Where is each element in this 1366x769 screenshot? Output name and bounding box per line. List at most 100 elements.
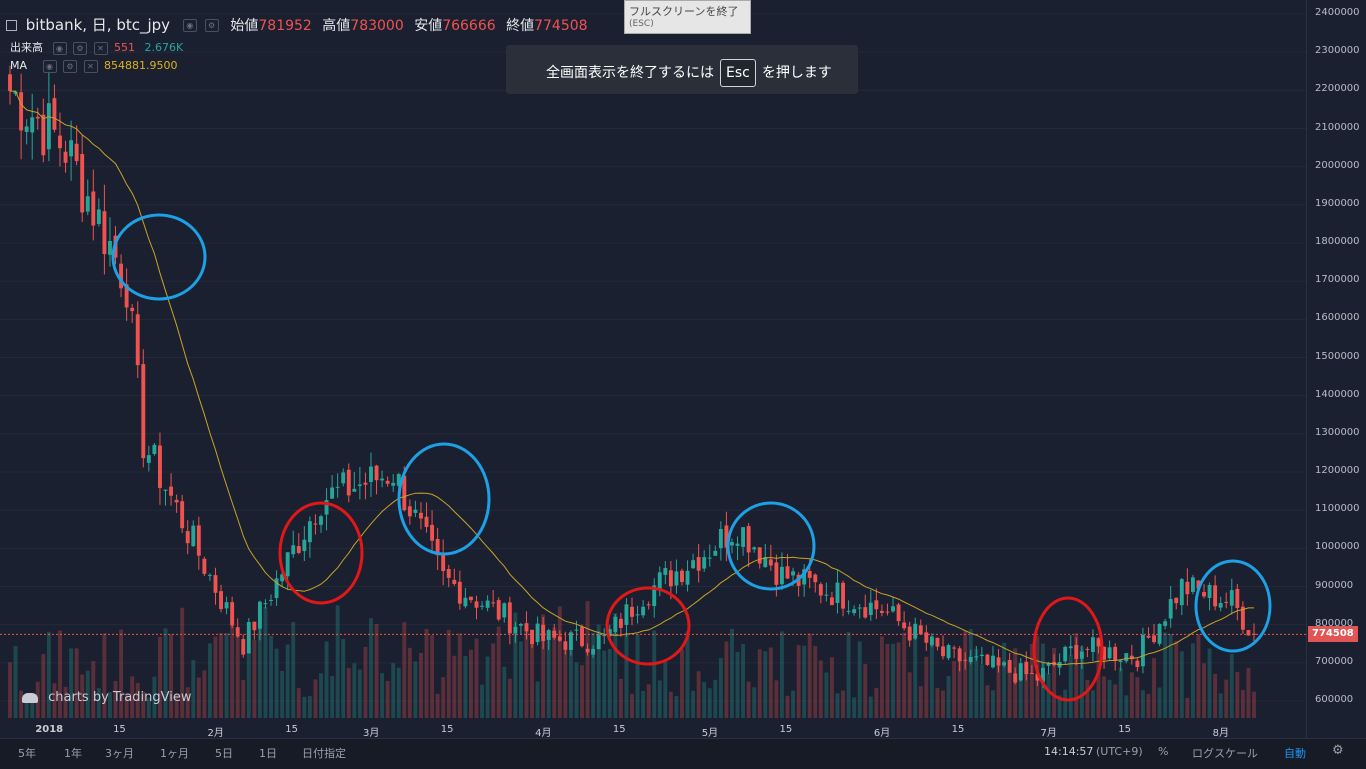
- volume-bar: [1085, 679, 1090, 718]
- candle-body: [91, 191, 96, 226]
- ma-visibility-icon[interactable]: ◉: [42, 59, 57, 73]
- candle-body: [363, 482, 368, 485]
- log-scale-toggle[interactable]: ログスケール: [1192, 747, 1258, 760]
- volume-bar: [552, 627, 557, 718]
- candle-body: [241, 639, 246, 655]
- timeframe-1d[interactable]: 1日: [259, 747, 277, 760]
- volume-bar: [657, 680, 662, 718]
- candle-body: [530, 629, 534, 645]
- candle-body: [557, 636, 562, 641]
- volume-visibility-icon[interactable]: ◉: [52, 41, 67, 55]
- timeframe-1y[interactable]: 1年: [64, 747, 82, 760]
- candle-body: [1002, 662, 1007, 666]
- volume-bar: [496, 626, 501, 718]
- volume-bar: [191, 660, 196, 718]
- volume-bar: [291, 622, 296, 718]
- volume-bar: [419, 652, 423, 718]
- volume-bar: [568, 650, 573, 718]
- volume-bar: [41, 654, 46, 718]
- settings-icon[interactable]: ⚙: [204, 19, 219, 32]
- watermark-text: charts by TradingView: [48, 690, 192, 705]
- volume-bar: [1079, 646, 1084, 718]
- volume-bar: [96, 688, 101, 718]
- candle-body: [746, 526, 751, 553]
- candle-body: [885, 611, 890, 613]
- volume-bar: [685, 631, 690, 718]
- candle-body: [324, 500, 329, 515]
- candle-body: [868, 602, 873, 616]
- timeframe-5y[interactable]: 5年: [18, 747, 36, 760]
- volume-settings-icon[interactable]: ⚙: [73, 41, 87, 55]
- timeframe-3m[interactable]: 3ヶ月: [105, 747, 134, 760]
- volume-bar: [996, 663, 1001, 718]
- highlight-circle: [1194, 559, 1272, 653]
- volume-bar: [674, 696, 679, 718]
- auto-scale-toggle[interactable]: 自動: [1284, 747, 1306, 760]
- volume-bar: [896, 642, 901, 718]
- exit-fullscreen-tooltip[interactable]: フルスクリーンを終了 (ESC): [624, 0, 751, 34]
- date-range-button[interactable]: 日付指定: [302, 747, 346, 760]
- volume-bar: [30, 695, 35, 718]
- volume-bar: [513, 612, 518, 718]
- ma-remove-icon[interactable]: ✕: [83, 59, 98, 73]
- volume-bar: [1024, 664, 1029, 718]
- highlight-circle: [278, 501, 364, 605]
- candle-body: [1074, 644, 1079, 659]
- volume-bar: [596, 624, 601, 718]
- candle-body: [574, 629, 579, 631]
- candle-body: [480, 605, 484, 607]
- volume-bar: [241, 679, 246, 718]
- price-axis[interactable]: 2400000 2300000 2200000 2100000 2000000 19000…: [1306, 0, 1366, 738]
- candle-body: [730, 542, 734, 546]
- price-tick-label: 1400000: [1315, 388, 1360, 400]
- candlestick-chart[interactable]: [0, 0, 1306, 738]
- volume-bar: [574, 662, 579, 718]
- volume-bar: [108, 691, 112, 718]
- volume-bar: [396, 667, 401, 718]
- candle-body: [263, 603, 268, 605]
- candle-body: [1235, 588, 1240, 608]
- ma-settings-icon[interactable]: ⚙: [63, 59, 78, 73]
- volume-bar: [852, 697, 857, 718]
- candle-body: [141, 364, 146, 459]
- collapse-icon[interactable]: [6, 20, 17, 31]
- percent-toggle[interactable]: %: [1158, 745, 1169, 758]
- close-label: 終値: [506, 18, 535, 34]
- candle-body: [630, 606, 634, 617]
- candle-body: [502, 603, 507, 618]
- chart-pane[interactable]: [0, 0, 1306, 738]
- volume-bar: [507, 678, 512, 718]
- visibility-icon[interactable]: ◉: [182, 19, 197, 32]
- symbol-title[interactable]: bitbank, 日, btc_jpy: [25, 16, 171, 34]
- price-tick-label: 700000: [1315, 655, 1354, 667]
- candle-body: [385, 480, 390, 484]
- timeframe-5d[interactable]: 5日: [215, 747, 233, 760]
- volume-bar: [280, 670, 285, 718]
- volume-remove-icon[interactable]: ✕: [93, 41, 108, 55]
- candle-body: [985, 654, 990, 665]
- candles: [8, 65, 1256, 689]
- candle-body: [979, 654, 984, 657]
- volume-bar: [968, 629, 973, 718]
- volume-bar: [141, 691, 146, 718]
- volume-bar: [158, 636, 162, 718]
- candle-body: [24, 126, 29, 132]
- tradingview-watermark[interactable]: charts by TradingView: [22, 690, 191, 705]
- volume-bar: [246, 645, 251, 718]
- candle-body: [1152, 635, 1156, 643]
- candle-body: [846, 610, 851, 612]
- candle-body: [680, 570, 684, 583]
- volume-bar: [630, 693, 634, 718]
- gear-icon[interactable]: ⚙: [1332, 743, 1344, 758]
- candle-body: [207, 574, 212, 576]
- candle-body: [19, 92, 24, 131]
- candle-body: [396, 474, 401, 486]
- volume-bar: [174, 693, 179, 718]
- candle-body: [235, 627, 240, 637]
- timeframe-1m[interactable]: 1ヶ月: [160, 747, 189, 760]
- time-tick-label: 15: [440, 724, 454, 735]
- candle-body: [896, 604, 901, 622]
- volume-bar: [1224, 679, 1229, 718]
- timezone-button[interactable]: (UTC+9): [1096, 745, 1143, 758]
- volume-bar: [746, 681, 751, 718]
